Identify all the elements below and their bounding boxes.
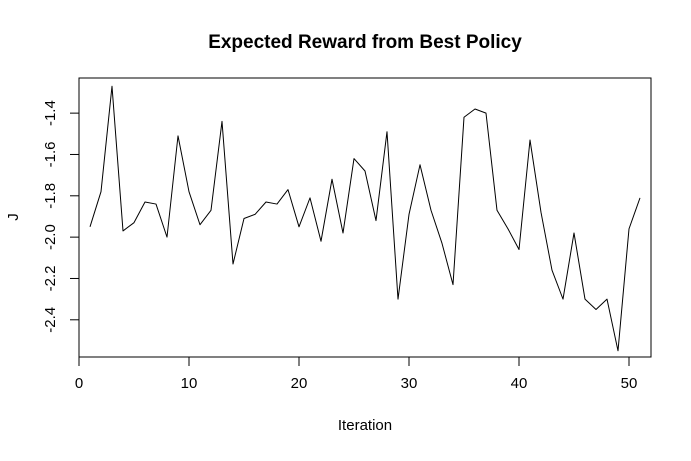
y-axis-label: J <box>5 213 22 221</box>
y-tick-label: -1.6 <box>42 142 59 168</box>
x-tick-label: 50 <box>621 375 638 392</box>
x-tick-label: 30 <box>401 375 418 392</box>
x-tick-label: 10 <box>181 375 198 392</box>
y-tick-label: -2.4 <box>42 307 59 333</box>
series-line <box>89 85 641 352</box>
x-axis: 0 10 20 30 40 50 <box>75 356 638 392</box>
x-tick-label: 0 <box>75 375 83 392</box>
series-layer <box>89 85 641 352</box>
y-tick-label: -1.4 <box>42 100 59 126</box>
x-tick-label: 40 <box>511 375 528 392</box>
x-axis-label: Iteration <box>338 417 392 434</box>
x-tick-label: 20 <box>291 375 308 392</box>
chart-title: Expected Reward from Best Policy <box>208 32 522 53</box>
y-tick-label: -2.2 <box>42 266 59 292</box>
y-tick-label: -2.0 <box>42 224 59 250</box>
y-axis: -1.4 -1.6 -1.8 -2.0 -2.2 -2.4 <box>42 100 80 333</box>
y-tick-label: -1.8 <box>42 183 59 209</box>
